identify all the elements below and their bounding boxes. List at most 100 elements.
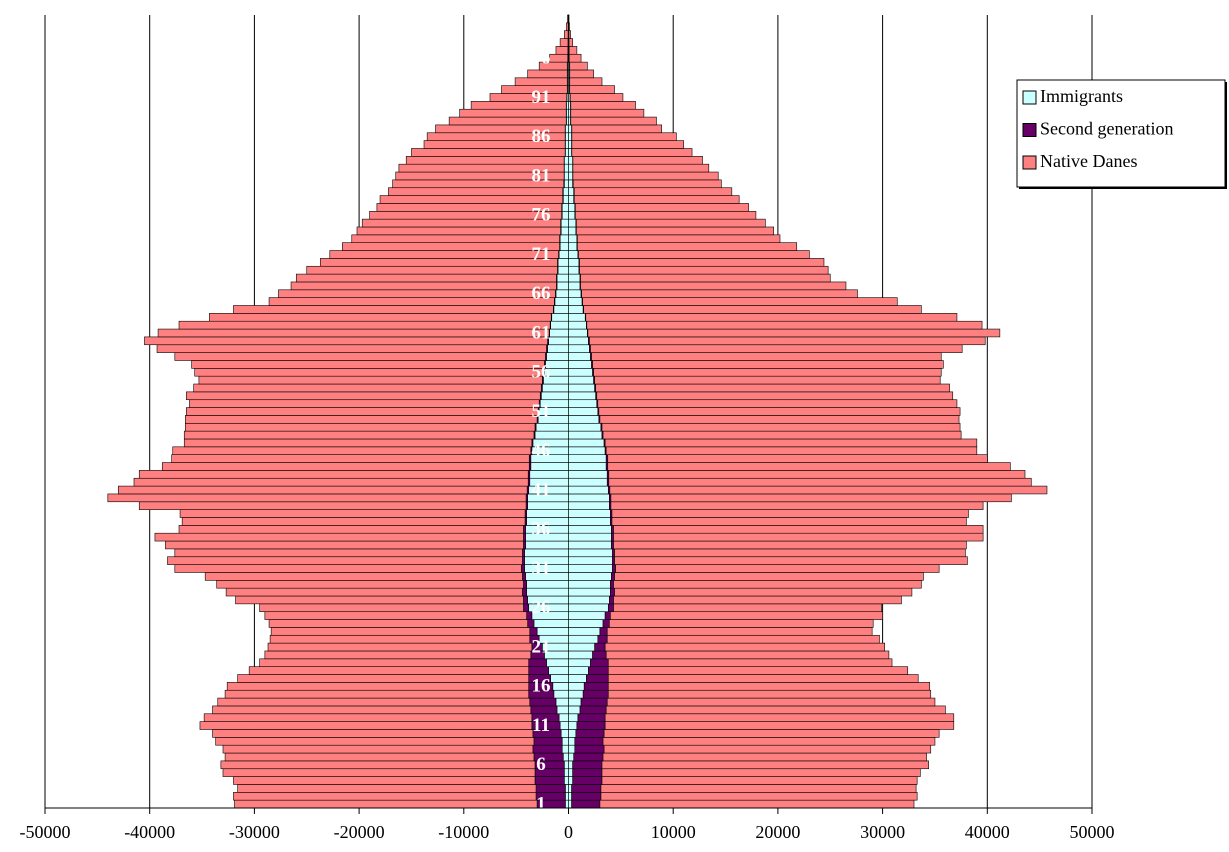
- bar-segment: [568, 517, 611, 526]
- age-label: 41: [532, 479, 551, 500]
- bar-segment: [568, 38, 573, 47]
- bar-segment: [614, 556, 968, 565]
- bar-segment: [237, 674, 530, 683]
- bar-segment: [138, 501, 527, 510]
- bar-segment: [248, 666, 530, 675]
- bar-segment: [608, 470, 1026, 479]
- bar-segment: [576, 226, 775, 236]
- bar-segment: [572, 768, 603, 777]
- bar-segment: [533, 737, 563, 746]
- bar-segment: [565, 148, 569, 157]
- bar-segment: [568, 611, 606, 620]
- bar-segment: [237, 784, 537, 793]
- bar-segment: [172, 446, 532, 455]
- bar-segment: [552, 682, 569, 691]
- bar-segment: [204, 572, 523, 581]
- bar-segment: [568, 360, 592, 369]
- bar-segment: [590, 344, 963, 353]
- bar-segment: [613, 603, 882, 613]
- bar-segment: [575, 729, 605, 738]
- bar-segment: [568, 477, 608, 487]
- bar-segment: [549, 328, 569, 338]
- bar-segment: [181, 517, 526, 526]
- age-label: 21: [532, 636, 551, 657]
- bar-segment: [600, 784, 917, 793]
- age-label: 76: [532, 205, 551, 226]
- age-label: 101: [527, 8, 556, 29]
- bar-segment: [568, 148, 572, 157]
- bar-segment: [574, 737, 604, 746]
- bar-segment: [601, 768, 921, 777]
- bar-segment: [568, 768, 573, 777]
- bar-segment: [556, 281, 569, 291]
- bar-segment: [570, 101, 636, 110]
- bar-segment: [591, 352, 942, 361]
- bar-segment: [568, 446, 606, 455]
- bar-segment: [157, 328, 550, 338]
- bar-segment: [568, 799, 572, 809]
- bar-segment: [551, 313, 569, 322]
- bar-segment: [556, 705, 569, 715]
- bar-segment: [320, 258, 558, 267]
- bar-segment: [514, 77, 568, 86]
- bar-segment: [611, 517, 967, 526]
- bar-segment: [565, 132, 569, 141]
- bar-segment: [186, 391, 541, 401]
- bar-segment: [555, 46, 569, 55]
- bar-segment: [568, 273, 581, 283]
- legend-label: Second generation: [1040, 119, 1173, 139]
- bar-segment: [568, 156, 573, 165]
- bar-segment: [607, 603, 614, 613]
- bar-segment: [568, 320, 587, 330]
- bar-segment: [566, 108, 569, 118]
- bar-segment: [582, 689, 609, 699]
- age-label: 36: [532, 519, 551, 540]
- bar-segment: [579, 265, 829, 275]
- bar-segment: [547, 344, 569, 353]
- bar-segment: [600, 791, 918, 801]
- bar-segment: [568, 195, 575, 204]
- bar-segment: [613, 580, 922, 589]
- bar-segment: [268, 297, 555, 306]
- bar-segment: [571, 124, 662, 134]
- bar-segment: [536, 627, 569, 636]
- bar-segment: [603, 744, 932, 754]
- bar-segment: [171, 454, 530, 463]
- bar-segment: [527, 619, 535, 628]
- bar-segment: [564, 163, 569, 173]
- x-tick-label: -40000: [124, 822, 175, 842]
- bar-segment: [608, 477, 1032, 487]
- bar-segment: [568, 297, 583, 306]
- bar-segment: [571, 791, 602, 801]
- bar-segment: [553, 689, 569, 699]
- bar-segment: [570, 108, 645, 118]
- bar-segment: [601, 776, 918, 785]
- bar-segment: [306, 265, 558, 275]
- bar-segment: [612, 556, 615, 565]
- bar-segment: [184, 422, 536, 432]
- bar-segment: [558, 713, 569, 722]
- bar-segment: [610, 580, 614, 589]
- bar-segment: [564, 179, 569, 189]
- bar-segment: [572, 156, 703, 165]
- legend: Immigrants Second generation Native Danes: [1016, 79, 1227, 189]
- bar-segment: [568, 289, 582, 298]
- bar-segment: [532, 744, 563, 754]
- bar-segment: [572, 171, 719, 181]
- bar-segment: [535, 422, 569, 432]
- bar-segment: [604, 611, 611, 620]
- bar-segment: [607, 454, 988, 463]
- bar-segment: [606, 697, 936, 707]
- bar-segment: [611, 540, 614, 550]
- bar-segment: [610, 587, 615, 597]
- bar-segment: [388, 187, 564, 196]
- bar-segment: [606, 634, 880, 644]
- age-label: 91: [532, 87, 551, 108]
- age-label: 46: [532, 440, 551, 461]
- bar-segment: [259, 658, 530, 667]
- bar-segment: [523, 532, 526, 542]
- bar-segment: [269, 634, 531, 644]
- bar-segment: [290, 281, 557, 291]
- bar-segment: [585, 674, 609, 683]
- age-label: 11: [532, 715, 550, 736]
